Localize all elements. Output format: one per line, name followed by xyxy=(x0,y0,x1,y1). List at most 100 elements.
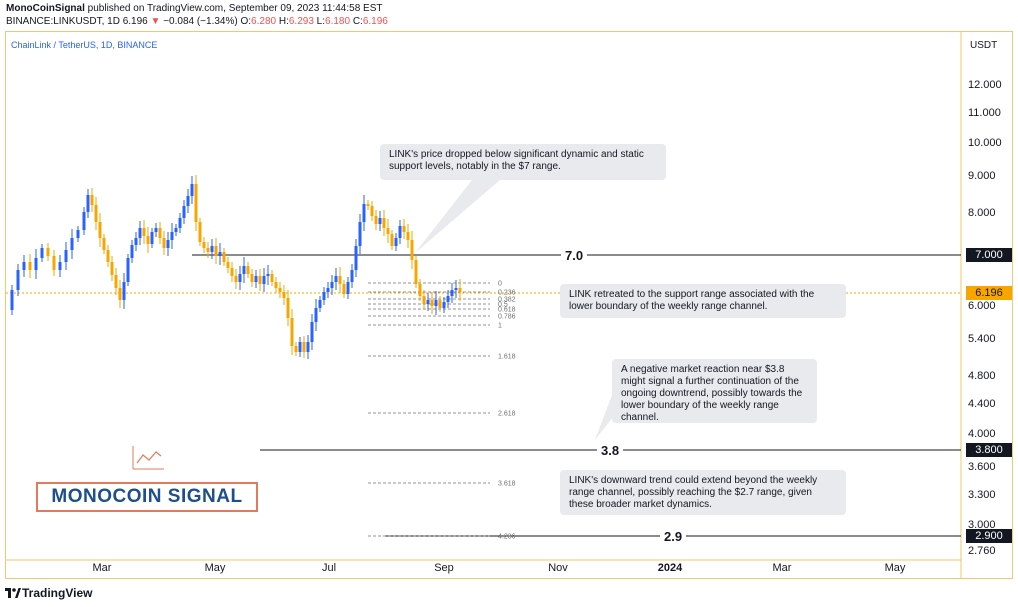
candle-body xyxy=(210,246,214,252)
candle-body xyxy=(194,184,198,222)
price-tick: 4.800 xyxy=(968,370,996,382)
candle-body xyxy=(298,342,302,352)
candle-body xyxy=(102,238,106,250)
candle-body xyxy=(182,206,186,218)
candle-body xyxy=(190,184,194,196)
high-label: H: xyxy=(278,16,289,27)
candle-body xyxy=(186,196,190,206)
high-value: 6.293 xyxy=(288,16,314,27)
candle-body xyxy=(154,228,158,232)
candle-body xyxy=(286,298,290,318)
candles[interactable] xyxy=(10,175,462,359)
price-tick: 10.000 xyxy=(968,137,1002,149)
fib-label: 3.618 xyxy=(498,481,516,488)
candle-body xyxy=(394,238,398,246)
level-label-3-8: 3.8 xyxy=(597,443,624,458)
mini-chart-icon xyxy=(132,446,164,470)
candle-body xyxy=(322,292,326,300)
candle-body xyxy=(402,226,406,232)
candle-body xyxy=(82,212,86,230)
time-tick: Sep xyxy=(434,562,454,574)
candle-body xyxy=(406,232,410,240)
candle-body xyxy=(122,282,126,300)
candle-body xyxy=(150,232,154,244)
open-label: O: xyxy=(240,16,252,27)
fib-label: 0.236 xyxy=(498,290,516,297)
publish-info: MonoCoinSignal published on TradingView.… xyxy=(6,3,383,14)
price-axis[interactable]: 12.000 11.000 10.000 9.000 8.000 6.000 5.400 4.… xyxy=(968,79,1002,557)
candle-body xyxy=(342,284,346,294)
candle-body xyxy=(262,276,266,284)
candle-body xyxy=(198,222,202,242)
pair-label[interactable]: ChainLink / TetherUS, 1D, BINANCE xyxy=(11,40,158,50)
candle-body xyxy=(450,290,454,296)
candle-body xyxy=(458,288,462,292)
candle-body xyxy=(70,238,74,250)
currency-label[interactable]: USDT xyxy=(970,40,998,51)
price-badge-7: 7.000 xyxy=(966,248,1012,262)
candle-body xyxy=(326,288,330,292)
candle-body xyxy=(52,256,56,270)
time-tick: Nov xyxy=(548,562,568,574)
candle-body xyxy=(218,252,222,256)
candle-body xyxy=(162,238,166,248)
candle-body xyxy=(76,230,80,238)
candle-body xyxy=(266,274,270,276)
level-label-7: 7.0 xyxy=(561,248,588,263)
tradingview-logo[interactable]: TradingView xyxy=(5,586,92,600)
candle-body xyxy=(418,284,422,296)
candle-body xyxy=(134,238,138,245)
candle-body xyxy=(238,274,242,282)
fib-label: 4.236 xyxy=(498,534,516,541)
candle-body xyxy=(34,258,38,270)
price-badge-2-9: 2.900 xyxy=(966,529,1012,543)
candle-body xyxy=(106,250,110,262)
close-value: 6.196 xyxy=(362,16,388,27)
close-label: C: xyxy=(352,16,363,27)
candle-body xyxy=(118,288,122,300)
low-label: L: xyxy=(316,16,326,27)
candle-body xyxy=(442,302,446,308)
note-weekly-range: LINK retreated to the support range asso… xyxy=(560,284,846,318)
fib-label: 0.5 xyxy=(498,302,508,309)
candle-body xyxy=(398,226,402,238)
low-value: 6.180 xyxy=(325,16,351,27)
candle-body xyxy=(362,204,366,222)
author-name[interactable]: MonoCoinSignal xyxy=(6,3,85,14)
candle-body xyxy=(446,296,450,302)
symbol: BINANCE:LINKUSDT, 1D xyxy=(6,16,120,27)
fib-label: 0.786 xyxy=(498,314,516,321)
price-tick: 8.000 xyxy=(968,207,996,219)
candle-body xyxy=(58,262,62,270)
level-label-2-9: 2.9 xyxy=(660,529,687,544)
price-tick: 3.600 xyxy=(968,461,996,473)
candle-body xyxy=(214,246,218,256)
time-axis[interactable]: Mar May Jul Sep Nov 2024 Mar May xyxy=(93,562,906,574)
candle-body xyxy=(318,300,322,308)
price-tick: 5.400 xyxy=(968,333,996,345)
price-tick: 11.000 xyxy=(968,107,1001,119)
candle-body xyxy=(294,346,298,352)
price-badge-3-8: 3.800 xyxy=(966,443,1012,457)
candle-body xyxy=(306,342,310,352)
chart-frame xyxy=(5,31,1013,579)
note-pointer-1 xyxy=(415,180,500,253)
candle-body xyxy=(282,292,286,298)
candle-body xyxy=(382,218,386,228)
candle-body xyxy=(28,262,32,270)
candle-body xyxy=(378,218,382,224)
price-tick: 9.000 xyxy=(968,170,996,182)
candle-body xyxy=(234,276,238,282)
candle-body xyxy=(242,266,246,274)
time-tick: Mar xyxy=(773,562,792,574)
brand-text: TradingView xyxy=(22,586,93,600)
time-tick: May xyxy=(205,562,226,574)
current-price-badge: 6.196 xyxy=(966,286,1012,300)
note-seven-support: LINK's price dropped below significant d… xyxy=(380,144,666,180)
candle-body xyxy=(94,205,98,222)
candle-body xyxy=(178,218,182,228)
price-tick: 3.000 xyxy=(968,519,996,531)
price-change: −0.084 (−1.34%) xyxy=(163,16,238,27)
